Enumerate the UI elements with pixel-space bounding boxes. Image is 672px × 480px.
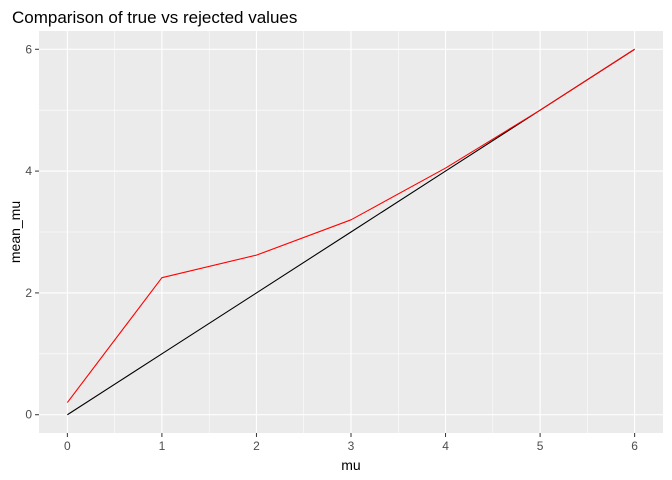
x-tick-label: 5	[537, 439, 544, 453]
x-tick-label: 4	[442, 439, 449, 453]
series-layer	[66, 48, 635, 416]
minor-gridlines	[39, 31, 663, 433]
x-tick-label: 2	[253, 439, 260, 453]
x-tick-label: 6	[631, 439, 638, 453]
chart-title: Comparison of true vs rejected values	[12, 8, 297, 27]
y-axis-title: mean_mu	[7, 201, 23, 263]
x-axis-ticks: 0 1 2 3 4 5 6	[64, 433, 638, 453]
y-tick-label: 2	[25, 286, 32, 300]
y-axis-ticks: 0 2 4 6	[25, 42, 39, 422]
y-tick-label: 0	[25, 408, 32, 422]
y-tick-label: 6	[25, 42, 32, 56]
series-line-1	[66, 48, 635, 403]
y-tick-label: 4	[25, 164, 32, 178]
x-tick-label: 1	[159, 439, 166, 453]
x-tick-label: 0	[64, 439, 71, 453]
major-gridlines	[39, 31, 663, 433]
x-tick-label: 3	[348, 439, 355, 453]
x-axis-title: mu	[341, 457, 360, 473]
